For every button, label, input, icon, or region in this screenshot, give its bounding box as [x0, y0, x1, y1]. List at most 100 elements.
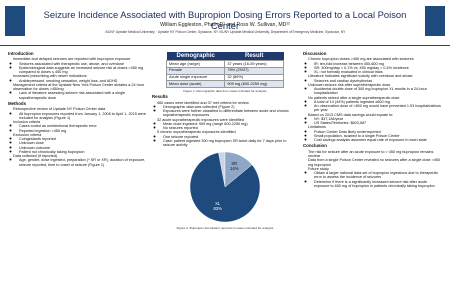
sub-bullet: SR: 300mg/day = 0.1% vs. 450 mg/day = 0.…	[314, 66, 443, 70]
logo	[5, 6, 25, 36]
sub-bullet: IR: ten-fold increase between 450-600 mg	[314, 62, 443, 66]
bullet: Chronic bupropion doses >450 mg are asso…	[308, 57, 443, 74]
bullet: Unknown seizure risk after supratherapeu…	[308, 83, 443, 96]
sub-bullet: No seizures reported	[163, 126, 298, 130]
figure-caption: Figure 1: Demographic data from cases in…	[183, 89, 267, 94]
bullet: Inclusion criteriaCases coded as uninten…	[13, 120, 146, 133]
column-header: Result	[224, 52, 284, 61]
logo	[425, 6, 445, 36]
sub-bullet: Cost savings analysis assumes equal rate…	[314, 138, 443, 142]
sub-list: One seizure reportedCase: patient ingest…	[157, 135, 298, 148]
sub-bullet: US States/Territories: $603,087	[314, 121, 443, 125]
sub-bullet: Seizures associated with therapeutic use…	[19, 62, 146, 66]
sub-list: A total of 14 (44%) patients ingested ≥6…	[308, 100, 443, 113]
bullet-text: 5 chronic supratherapeutic exposures ide…	[157, 130, 236, 135]
middle-column: Demographic Result Mean age (range) 37 year…	[152, 50, 298, 294]
slice-value-label: 14%	[230, 167, 239, 172]
sub-bullet: NY: $37,184/year	[314, 117, 443, 121]
bullet-text: Exclusion criteria	[13, 132, 42, 137]
sub-list: NY: $37,184/yearUS States/Territories: $…	[308, 117, 443, 126]
left-column: IntroductionImmediate and delayed seizur…	[8, 50, 146, 294]
sub-list: Demographic data was collected (Figure 2…	[157, 105, 298, 118]
bullet-list: Chronic bupropion doses >450 mg are asso…	[303, 57, 443, 142]
sub-bullet: One seizure reported	[163, 135, 298, 139]
section-heading: Discussion	[303, 51, 327, 56]
sub-bullet: Coingestants reported	[19, 137, 146, 141]
authors: William Eggleston, PharmD¹ and Ross W. S…	[160, 22, 290, 28]
sub-bullet: Exposures were further classified to dif…	[163, 109, 298, 118]
bullet: Data from a single Poison Center reveale…	[308, 158, 443, 167]
slice-value-label: 83%	[213, 207, 222, 212]
sub-bullet: Antidepressant, smoking cessation, weigh…	[19, 79, 146, 83]
bullet-text: Inclusion criteria	[13, 120, 41, 125]
sub-bullet: All bupropion exposures reported from Ja…	[19, 112, 146, 121]
right-column: DiscussionChronic bupropion doses >450 m…	[303, 50, 443, 294]
sub-list: Poison Center Data likely underreportedS…	[308, 130, 443, 143]
bullet-text: No patients seized after a single suprat…	[308, 95, 400, 100]
bullet-text: Based on 2013 CMS data savings would equ…	[308, 112, 394, 117]
table-row: Mean dose (acute) 909 mg (600-2250 mg)	[165, 80, 284, 89]
table-cell: Acute single exposure	[165, 73, 226, 82]
bullet-text: Data collected (if reported)	[13, 154, 58, 159]
bullet: 32 acute supratherapeutic exposures were…	[157, 118, 298, 131]
sub-bullet: Poison Center Data likely underreported	[314, 130, 443, 134]
bullet: LimitationsPoison Center Data likely und…	[308, 125, 443, 142]
bullet: Immediate and delayed seizures are repor…	[13, 57, 146, 74]
slice-label: SR	[231, 162, 237, 167]
sub-bullet: Unknown dose	[19, 141, 146, 145]
bullet-text: Limitations	[308, 125, 326, 130]
table-cell: 909 mg (600-2250 mg)	[224, 80, 284, 89]
sub-list: Age, gender, dose ingested, preparation …	[13, 158, 146, 167]
bullet-text: Literature indicates significant toxicit…	[308, 74, 413, 79]
bullet: Increased prescribing with newer indicat…	[13, 74, 146, 83]
sub-list: Seizures associated with therapeutic use…	[13, 62, 146, 75]
sub-bullet: Case: patient ingested 300 mg bupropion …	[163, 139, 298, 148]
sub-list: Seizures and cardiac dysrhythmias	[308, 79, 443, 83]
header: Seizure Incidence Associated with Buprop…	[0, 0, 450, 46]
bullet-text: The risk for seizure after an acute expo…	[308, 149, 434, 159]
table-header-row: Demographic Result	[166, 52, 284, 61]
bullet: 5 chronic supratherapeutic exposures ide…	[157, 130, 298, 147]
bullet-text: Future study	[308, 166, 329, 171]
sub-list: Lack of literature assessing seizure ris…	[13, 91, 146, 100]
table-cell: 78% (29/37)	[224, 66, 284, 75]
sub-bullet: An observation dose of >600 mg would hav…	[314, 104, 443, 113]
pie-slice	[189, 152, 261, 223]
bullet: Future studyObtain a larger national dat…	[308, 167, 443, 188]
table-cell: 32 (86%)	[224, 73, 284, 82]
bullet-text: 32 acute supratherapeutic exposures were…	[157, 117, 244, 122]
table-row: Female 78% (29/37)	[165, 66, 284, 75]
table-cell: Mean age (range)	[165, 60, 226, 68]
figure-caption: Figure 2: Bupropion formulation reported…	[176, 226, 274, 231]
sub-bullet: Determine if there is a significantly in…	[314, 180, 443, 189]
bullet-text: Increased prescribing with newer indicat…	[13, 74, 87, 79]
sub-bullet: Lack of literature assessing seizure ris…	[19, 91, 146, 100]
sub-list: Cases coded as unintentional therapeutic…	[13, 124, 146, 133]
demographic-table: Demographic Result Mean age (range) 37 year…	[165, 52, 284, 89]
bullet: Retrospective review of Upstate NY Poiso…	[13, 107, 146, 120]
section-heading: Results	[152, 94, 168, 100]
column-header: Demographic	[166, 52, 225, 61]
sub-bullet: A total of 14 (44%) patients ingested ≥6…	[314, 100, 443, 104]
bullet-list: 460 cases were identified and 37 met cri…	[152, 101, 298, 148]
bullet: Data collected (if reported)Age, gender,…	[13, 154, 146, 167]
bullet: No patients seized after a single suprat…	[308, 96, 443, 113]
sub-list: Accidental double dose of 300 mg bupropi…	[308, 87, 443, 96]
sub-bullet: Seizures and cardiac dysrhythmias	[314, 79, 443, 83]
sub-bullet: XL: not formally evaluated in clinical t…	[314, 70, 443, 74]
bullet-list: Immediate and delayed seizures are repor…	[8, 57, 146, 100]
bullet-text: 460 cases were identified and 37 met cri…	[157, 100, 249, 105]
bullet-text: Management criteria at the Upstate New Y…	[13, 82, 145, 92]
bullet-list: The risk for seizure after an acute expo…	[303, 150, 443, 188]
title: Seizure Incidence Associated with Buprop…	[43, 9, 407, 31]
sub-bullet: Demographic data was collected (Figure 2…	[163, 105, 298, 109]
bullet: Management criteria at the Upstate New Y…	[13, 83, 146, 100]
section-heading: Methods	[8, 100, 27, 106]
bullet-text: Retrospective review of Upstate NY Poiso…	[13, 107, 106, 112]
sub-bullet: Unknown outcome	[19, 146, 146, 150]
bullet-text: Unknown seizure risk after supratherapeu…	[308, 82, 391, 87]
section-heading: Conclusion	[303, 143, 327, 149]
bullet-list: Retrospective review of Upstate NY Poiso…	[8, 107, 146, 167]
